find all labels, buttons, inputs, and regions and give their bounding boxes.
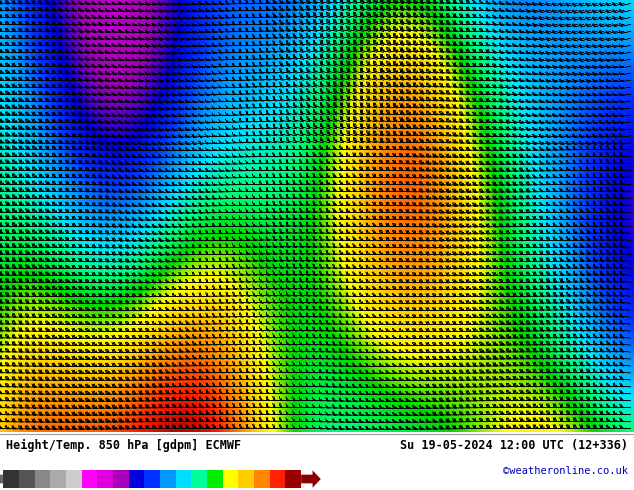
Bar	[223, 470, 238, 488]
Bar	[145, 470, 160, 488]
Text: Su 19-05-2024 12:00 UTC (12+336): Su 19-05-2024 12:00 UTC (12+336)	[399, 439, 628, 452]
Bar	[50, 470, 66, 488]
Text: ©weatheronline.co.uk: ©weatheronline.co.uk	[503, 466, 628, 476]
Bar	[3, 470, 19, 488]
Bar	[82, 470, 97, 488]
FancyArrow shape	[301, 470, 321, 488]
Bar	[191, 470, 207, 488]
Bar	[238, 470, 254, 488]
Bar	[270, 470, 285, 488]
Bar	[113, 470, 129, 488]
Bar	[129, 470, 145, 488]
Bar	[34, 470, 50, 488]
Bar	[254, 470, 270, 488]
Bar	[176, 470, 191, 488]
Bar	[97, 470, 113, 488]
Bar	[285, 470, 301, 488]
Bar	[160, 470, 176, 488]
Text: Height/Temp. 850 hPa [gdpm] ECMWF: Height/Temp. 850 hPa [gdpm] ECMWF	[6, 439, 242, 452]
FancyArrow shape	[0, 470, 3, 488]
Bar	[19, 470, 34, 488]
Bar	[66, 470, 82, 488]
Bar	[207, 470, 223, 488]
